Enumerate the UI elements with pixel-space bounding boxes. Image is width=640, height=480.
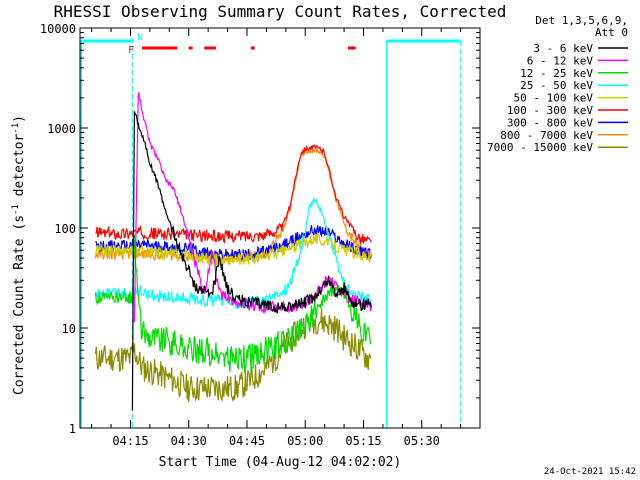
y-tick-label: 100 <box>54 222 76 236</box>
series-line-7000-15000-kev <box>94 308 372 403</box>
y-axis-label: Corrected Count Rate (s-1 detector-1) <box>11 115 27 395</box>
legend-label: 25 - 50 keV <box>520 79 593 92</box>
legend-label: 7000 - 15000 keV <box>487 141 593 154</box>
y-tick-label: 1 <box>69 422 76 436</box>
y-tick-label: 1000 <box>47 122 76 136</box>
x-tick-label: 04:45 <box>229 434 265 448</box>
flare-label-f: F <box>128 45 134 56</box>
x-axis-label: Start Time (04-Aug-12 04:02:02) <box>159 455 402 470</box>
y-tick-label: 10000 <box>40 22 76 36</box>
flare-label-n: N <box>137 33 142 43</box>
legend-label: 12 - 25 keV <box>520 67 593 80</box>
chart-title: RHESSI Observing Summary Count Rates, Co… <box>54 2 507 21</box>
x-tick-label: 05:00 <box>287 434 323 448</box>
series-line-100-300-kev <box>95 144 372 244</box>
series-line-3-6-kev <box>131 111 372 411</box>
series-line-12-25-kev <box>94 234 372 374</box>
y-axis-label-part-3: ) <box>12 115 27 123</box>
legend-label: 100 - 300 keV <box>507 104 593 117</box>
x-tick-label: 04:30 <box>171 434 207 448</box>
x-tick-label: 05:30 <box>404 434 440 448</box>
series-line-50-100-kev <box>94 233 372 267</box>
x-tick-label: 04:15 <box>112 434 148 448</box>
legend-header-line-1: Det 1,3,5,6,9, <box>535 14 628 27</box>
y-axis-label-part-2: detector <box>12 134 27 205</box>
y-axis-label-part-1: Corrected Count Rate (s <box>12 215 27 395</box>
legend-label: 6 - 12 keV <box>527 54 594 67</box>
legend-label: 300 - 800 keV <box>507 116 593 129</box>
generation-timestamp: 24-Oct-2021 15:42 <box>544 467 636 477</box>
x-tick-label: 05:15 <box>345 434 381 448</box>
legend-label: 50 - 100 keV <box>514 92 594 105</box>
legend-header-line-2: Att 0 <box>595 26 628 39</box>
legend-label: 3 - 6 keV <box>533 42 593 55</box>
y-axis-label-sup-2: -1 <box>11 123 21 134</box>
y-axis-label-sup-1: -1 <box>11 204 21 215</box>
y-tick-label: 10 <box>62 322 76 336</box>
legend-label: 800 - 7000 keV <box>500 129 593 142</box>
